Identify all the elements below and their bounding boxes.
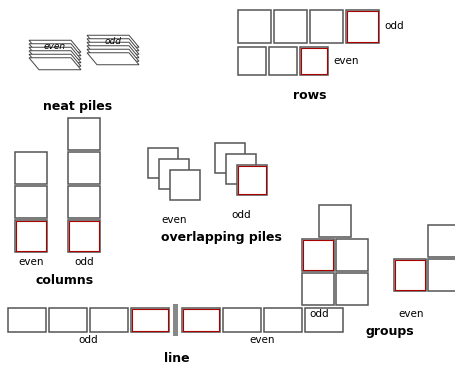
- Bar: [427, 259, 455, 291]
- Polygon shape: [87, 53, 139, 65]
- Bar: [238, 47, 265, 75]
- Text: odd: odd: [74, 257, 94, 267]
- Text: even: even: [18, 257, 44, 267]
- Polygon shape: [29, 47, 81, 59]
- Text: odd: odd: [383, 21, 403, 31]
- Text: rows: rows: [293, 89, 326, 102]
- Bar: [237, 165, 267, 195]
- Bar: [301, 239, 333, 271]
- Bar: [148, 148, 177, 178]
- Polygon shape: [87, 39, 139, 51]
- Bar: [318, 205, 350, 237]
- Bar: [68, 186, 100, 218]
- Text: even: even: [397, 309, 423, 319]
- Bar: [16, 221, 46, 251]
- Text: columns: columns: [36, 274, 94, 287]
- Bar: [68, 220, 100, 252]
- Bar: [345, 10, 378, 43]
- Text: even: even: [44, 42, 66, 51]
- Bar: [309, 10, 342, 43]
- Text: even: even: [249, 335, 275, 345]
- Bar: [299, 47, 327, 75]
- Polygon shape: [87, 42, 139, 54]
- Text: line: line: [164, 352, 189, 365]
- Bar: [68, 118, 100, 150]
- Text: even: even: [332, 56, 358, 66]
- Bar: [170, 170, 200, 200]
- Text: groups: groups: [365, 325, 414, 338]
- Bar: [263, 308, 301, 332]
- Text: odd: odd: [231, 210, 250, 220]
- Text: odd: odd: [104, 37, 121, 46]
- Polygon shape: [29, 54, 81, 66]
- Bar: [301, 273, 333, 305]
- Bar: [214, 143, 244, 173]
- Polygon shape: [29, 40, 81, 52]
- Bar: [300, 48, 326, 74]
- Polygon shape: [29, 44, 81, 56]
- Bar: [222, 308, 260, 332]
- Bar: [268, 47, 296, 75]
- Polygon shape: [87, 49, 139, 61]
- Text: neat piles: neat piles: [43, 100, 112, 113]
- Bar: [226, 154, 255, 184]
- Bar: [302, 240, 332, 270]
- Bar: [68, 152, 100, 184]
- Bar: [90, 308, 128, 332]
- Bar: [131, 309, 167, 331]
- Text: even: even: [161, 215, 187, 225]
- Bar: [172, 304, 177, 336]
- Bar: [238, 166, 265, 194]
- Bar: [15, 186, 47, 218]
- Bar: [8, 308, 46, 332]
- Bar: [393, 259, 425, 291]
- Polygon shape: [29, 51, 81, 63]
- Text: odd: odd: [308, 309, 328, 319]
- Bar: [182, 309, 218, 331]
- Polygon shape: [87, 35, 139, 47]
- Polygon shape: [29, 58, 81, 70]
- Bar: [335, 273, 367, 305]
- Bar: [238, 10, 270, 43]
- Bar: [273, 10, 306, 43]
- Bar: [182, 308, 219, 332]
- Text: overlapping piles: overlapping piles: [160, 231, 281, 244]
- Bar: [427, 225, 455, 257]
- Bar: [15, 220, 47, 252]
- Bar: [15, 152, 47, 184]
- Polygon shape: [87, 46, 139, 58]
- Bar: [335, 239, 367, 271]
- Bar: [159, 159, 188, 189]
- Text: odd: odd: [79, 335, 98, 345]
- Bar: [394, 260, 424, 290]
- Bar: [49, 308, 87, 332]
- Bar: [69, 221, 99, 251]
- Bar: [346, 11, 377, 42]
- Bar: [304, 308, 342, 332]
- Bar: [131, 308, 169, 332]
